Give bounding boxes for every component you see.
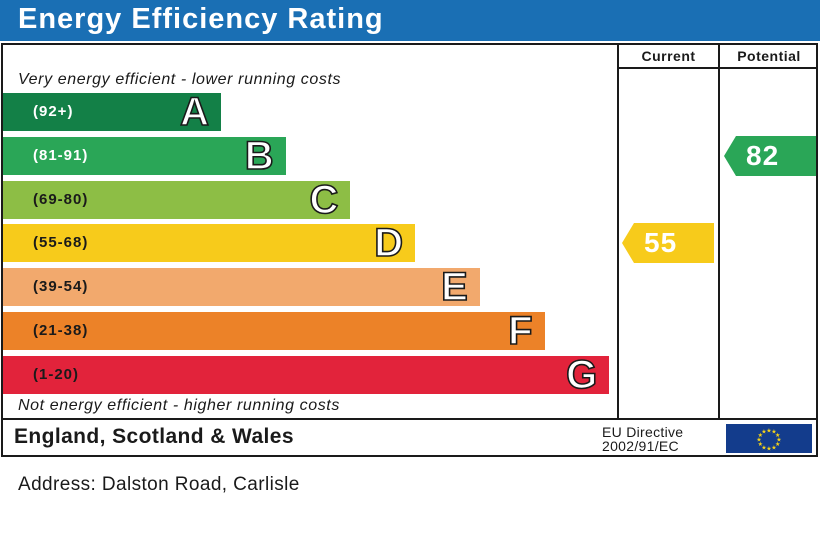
footer-divider: [1, 418, 818, 420]
band-letter: A: [179, 89, 209, 135]
eu-flag-stars: ★★★★★★★★★ ★ ★★: [756, 428, 781, 453]
current-rating-value: 55: [644, 227, 678, 259]
eu-star-icon: ★: [776, 437, 781, 444]
chart-title: Energy Efficiency Rating: [18, 3, 384, 35]
eu-star-icon: ★: [766, 446, 771, 453]
current-column-header: Current: [641, 48, 696, 64]
eu-star-icon: ★: [761, 444, 766, 451]
band-b: (81-91) B: [3, 133, 286, 179]
band-letter: B: [244, 133, 274, 179]
eu-star-icon: ★: [761, 429, 766, 436]
current-arrow-shape: [622, 223, 714, 264]
eu-flag-background: [726, 424, 812, 453]
band-letter: C: [309, 177, 339, 223]
eu-star-icon: ★: [775, 441, 780, 448]
current-column-divider: [617, 43, 619, 419]
potential-arrow-polygon: [724, 135, 816, 176]
eu-star-icon: ★: [771, 444, 776, 451]
band-letter: D: [373, 221, 404, 267]
current-rating-arrow: 55: [622, 223, 714, 264]
band-e: (39-54) E: [3, 264, 480, 310]
band-letter: G: [565, 352, 598, 398]
band-range-label: (39-54): [33, 278, 89, 296]
eu-star-icon: ★: [775, 432, 780, 439]
eu-directive-line1: EU Directive: [602, 424, 684, 440]
band-g: (1-20) G: [3, 352, 610, 398]
band-range-label: (92+): [33, 103, 74, 120]
region-label: England, Scotland & Wales: [14, 425, 294, 448]
potential-arrow-shape: [724, 135, 816, 176]
band-letter: E: [440, 264, 468, 310]
potential-rating-value: 82: [746, 139, 780, 171]
bottom-caption: Not energy efficient - higher running co…: [18, 397, 340, 414]
eu-star-icon: ★: [756, 437, 761, 444]
top-caption: Very energy efficient - lower running co…: [18, 71, 342, 88]
band-f: (21-38) F: [3, 308, 545, 354]
band-range-label: (55-68): [33, 234, 89, 252]
eu-star-icon: ★: [758, 441, 763, 448]
band-d: (55-68) D: [3, 221, 416, 266]
band-c: (69-80) C: [3, 177, 351, 222]
eu-flag-icon: ★★★★★★★★★ ★ ★★: [726, 424, 812, 453]
band-range-label: (21-38): [33, 322, 89, 339]
band-range-label: (69-80): [33, 190, 89, 208]
eu-directive-line2: 2002/91/EC: [602, 438, 679, 454]
eu-star-icon: ★: [758, 432, 763, 439]
band-range-label: (81-91): [33, 146, 89, 164]
rating-frame: [1, 43, 818, 457]
title-bar: Energy Efficiency Rating: [0, 0, 820, 41]
eu-star-icon: ★: [771, 429, 776, 436]
current-arrow-polygon: [622, 223, 714, 264]
band-a: (92+) A: [3, 89, 221, 135]
property-address: Address: Dalston Road, Carlisle: [18, 474, 300, 495]
potential-rating-arrow: 82: [724, 135, 816, 176]
potential-column-divider: [718, 43, 720, 419]
band-range-label: (1-20): [33, 365, 80, 383]
column-header-divider: [617, 67, 818, 69]
eu-star-icon: ★: [766, 428, 771, 435]
band-letter: F: [507, 308, 533, 354]
potential-column-header: Potential: [737, 48, 801, 64]
